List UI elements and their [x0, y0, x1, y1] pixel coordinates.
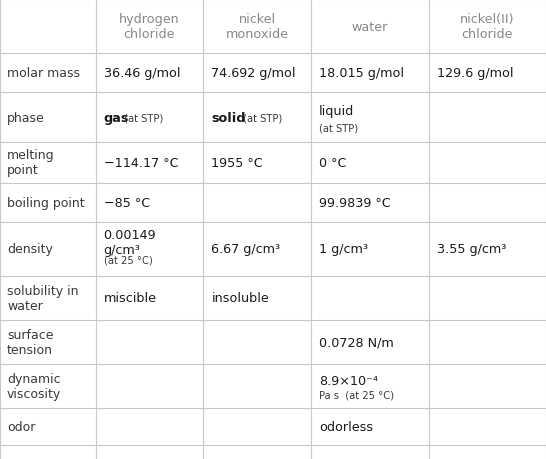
Text: 74.692 g/mol: 74.692 g/mol — [211, 67, 296, 80]
Text: surface
tension: surface tension — [7, 328, 54, 356]
Text: (at STP): (at STP) — [319, 123, 358, 133]
Text: 0 °C: 0 °C — [319, 157, 347, 169]
Text: liquid: liquid — [319, 105, 354, 118]
Text: nickel(II)
chloride: nickel(II) chloride — [460, 13, 514, 41]
Text: 6.67 g/cm³: 6.67 g/cm³ — [211, 243, 281, 256]
Text: gas: gas — [104, 112, 129, 124]
Text: nickel
monoxide: nickel monoxide — [226, 13, 289, 41]
Text: Pa s  (at 25 °C): Pa s (at 25 °C) — [319, 390, 394, 400]
Text: boiling point: boiling point — [7, 196, 85, 209]
Text: −85 °C: −85 °C — [104, 196, 150, 209]
Text: dynamic
viscosity: dynamic viscosity — [7, 372, 61, 400]
Text: phase: phase — [7, 112, 45, 124]
Text: 0.0728 N/m: 0.0728 N/m — [319, 336, 394, 349]
Text: 36.46 g/mol: 36.46 g/mol — [104, 67, 180, 80]
Text: density: density — [7, 243, 53, 256]
Text: 1 g/cm³: 1 g/cm³ — [319, 243, 368, 256]
Text: 0.00149
g/cm³: 0.00149 g/cm³ — [104, 229, 156, 257]
Text: odor: odor — [7, 420, 35, 433]
Text: 8.9×10⁻⁴: 8.9×10⁻⁴ — [319, 374, 378, 387]
Text: odorless: odorless — [319, 420, 373, 433]
Text: −114.17 °C: −114.17 °C — [104, 157, 178, 169]
Text: (at 25 °C): (at 25 °C) — [104, 255, 152, 265]
Text: (at STP): (at STP) — [121, 113, 163, 123]
Text: 129.6 g/mol: 129.6 g/mol — [437, 67, 513, 80]
Text: water: water — [352, 21, 388, 34]
Text: 3.55 g/cm³: 3.55 g/cm³ — [437, 243, 506, 256]
Text: 1955 °C: 1955 °C — [211, 157, 263, 169]
Text: 99.9839 °C: 99.9839 °C — [319, 196, 391, 209]
Text: hydrogen
chloride: hydrogen chloride — [119, 13, 180, 41]
Text: molar mass: molar mass — [7, 67, 80, 80]
Text: miscible: miscible — [104, 291, 157, 305]
Text: 18.015 g/mol: 18.015 g/mol — [319, 67, 404, 80]
Text: solid: solid — [211, 112, 246, 124]
Text: melting
point: melting point — [7, 149, 55, 177]
Text: insoluble: insoluble — [211, 291, 269, 305]
Text: (at STP): (at STP) — [240, 113, 283, 123]
Text: solubility in
water: solubility in water — [7, 284, 79, 312]
